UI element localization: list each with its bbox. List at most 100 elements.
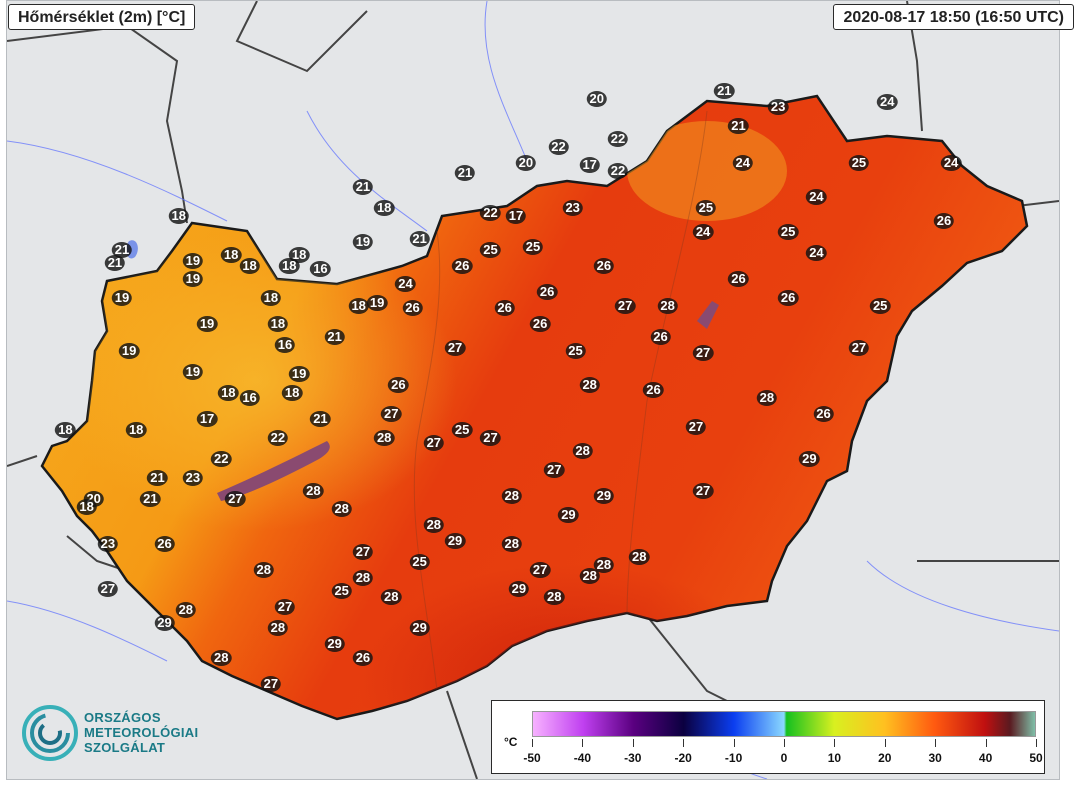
- station-temp-label: 27: [692, 345, 714, 362]
- station-temp-label: 25: [869, 297, 891, 314]
- station-temp-label: 17: [505, 207, 527, 224]
- station-temp-label: 25: [565, 342, 586, 359]
- station-temp-label: 27: [544, 461, 565, 478]
- station-temp-label: 21: [310, 411, 331, 428]
- map-frame: 20 21 23 24 21 22 22 24 25 24 20 17 22 21 21 18 24 22 17 23…: [6, 0, 1060, 780]
- station-temp-label: 23: [767, 99, 789, 116]
- station-temp-label: 26: [643, 382, 664, 399]
- station-temp-label: 27: [614, 297, 636, 314]
- station-temp-label: 21: [454, 165, 476, 182]
- station-temp-label: 26: [933, 212, 955, 229]
- station-temp-label: 28: [331, 501, 352, 518]
- station-temp-label: 16: [239, 390, 260, 407]
- legend-tick-mark: [935, 739, 937, 747]
- legend-tick-label: 0: [780, 751, 788, 765]
- station-temp-label: 24: [806, 189, 827, 206]
- station-temp-label: 19: [111, 289, 133, 306]
- legend-tick-mark: [784, 739, 785, 747]
- station-temp-label: 25: [695, 199, 717, 216]
- legend-tick-mark: [582, 739, 584, 747]
- station-temp-label: 27: [274, 599, 296, 616]
- station-temp-label: 28: [373, 429, 395, 446]
- station-temp-label: 27: [423, 435, 445, 452]
- lake-balaton: [217, 441, 330, 501]
- station-temp-label: 28: [593, 556, 615, 573]
- station-temp-label: 18: [267, 316, 289, 333]
- station-temp-label: 24: [940, 154, 962, 171]
- station-temp-label: 25: [409, 554, 430, 571]
- station-temp-label: 23: [97, 535, 119, 552]
- station-temp-label: 27: [685, 419, 707, 436]
- legend-tick-mark: [985, 739, 987, 747]
- station-temp-label: 28: [210, 649, 232, 666]
- station-temp-label: 27: [848, 339, 870, 356]
- station-temp-label: 28: [657, 297, 678, 314]
- station-temp-label: 28: [629, 549, 650, 565]
- station-temp-label: 24: [806, 244, 827, 261]
- station-temp-label: 21: [714, 83, 735, 100]
- station-temp-label: 28: [572, 443, 593, 460]
- station-temp-label: 26: [154, 535, 175, 552]
- station-temp-label: 22: [267, 429, 289, 446]
- station-temp-label: 21: [324, 329, 345, 346]
- station-temp-label: 28: [303, 482, 324, 499]
- station-temp-label: 23: [182, 469, 204, 486]
- legend-unit: °C: [504, 735, 518, 749]
- logo-line-1: ORSZÁGOS: [84, 710, 161, 725]
- station-temp-label: 27: [97, 580, 119, 597]
- station-temp-label: 29: [154, 615, 175, 632]
- legend-tick-label: -50: [523, 751, 541, 765]
- station-temp-label: 18: [220, 247, 242, 264]
- station-temp-label: 26: [593, 257, 615, 274]
- color-legend: °C -50 -40 -30 -20 -10 0 10 20 30 40 50: [491, 700, 1045, 774]
- station-temp-label: 28: [352, 570, 374, 587]
- station-temp-label: 21: [352, 178, 374, 195]
- station-temp-label: 18: [76, 498, 97, 515]
- station-temp-label: 29: [508, 580, 530, 597]
- station-temp-label: 19: [196, 316, 218, 333]
- station-temp-label: 28: [756, 390, 778, 407]
- station-temp-label: 29: [593, 488, 615, 505]
- station-temp-label: 21: [104, 255, 126, 272]
- station-temp-label: 25: [331, 583, 352, 600]
- station-temp-label: 21: [111, 242, 133, 259]
- station-temp-label: 19: [366, 294, 388, 311]
- station-temp-label: 22: [607, 130, 629, 147]
- station-temp-label: 29: [799, 451, 820, 468]
- legend-tick-label: -40: [573, 751, 592, 765]
- station-temp-label: 17: [196, 411, 218, 428]
- station-temp-label: 18: [281, 384, 303, 401]
- station-temp-label: 26: [451, 257, 473, 274]
- swirl-logo-icon: [22, 705, 78, 761]
- legend-tick-label: -30: [624, 751, 642, 765]
- station-temp-label: 29: [409, 620, 430, 637]
- station-temp-label: 19: [182, 252, 204, 269]
- station-temp-label: 19: [182, 363, 204, 380]
- station-temp-label: 28: [267, 620, 289, 637]
- lake-tisza: [697, 301, 719, 329]
- legend-color-bar: [532, 711, 1036, 737]
- station-temp-label: 19: [352, 234, 374, 251]
- station-temp-label: 26: [494, 300, 515, 317]
- station-temp-label: 21: [728, 117, 749, 134]
- station-temp-label: 24: [395, 276, 416, 293]
- station-temp-label: 22: [210, 451, 232, 468]
- station-temp-label: 29: [324, 636, 345, 653]
- station-temp-label: 29: [558, 506, 579, 523]
- station-temp-label: 18: [239, 257, 260, 274]
- legend-tick-label: 40: [978, 751, 993, 765]
- station-temp-label: 26: [650, 329, 671, 346]
- map-title: Hőmérséklet (2m) [°C]: [8, 4, 196, 30]
- station-temp-label: 28: [175, 601, 197, 618]
- station-temp-label: 16: [274, 337, 296, 354]
- station-temp-label: 26: [388, 377, 409, 393]
- station-temp-label: 22: [480, 205, 501, 221]
- station-temp-label: 27: [381, 406, 402, 423]
- station-temp-label: 25: [522, 239, 544, 256]
- station-temp-label: 18: [55, 421, 76, 438]
- station-temp-label: 20: [515, 154, 537, 171]
- station-temp-label: 26: [529, 316, 551, 333]
- station-temp-label: 26: [402, 300, 423, 317]
- station-temp-label: 18: [373, 199, 395, 216]
- station-temp-label: 18: [125, 421, 147, 438]
